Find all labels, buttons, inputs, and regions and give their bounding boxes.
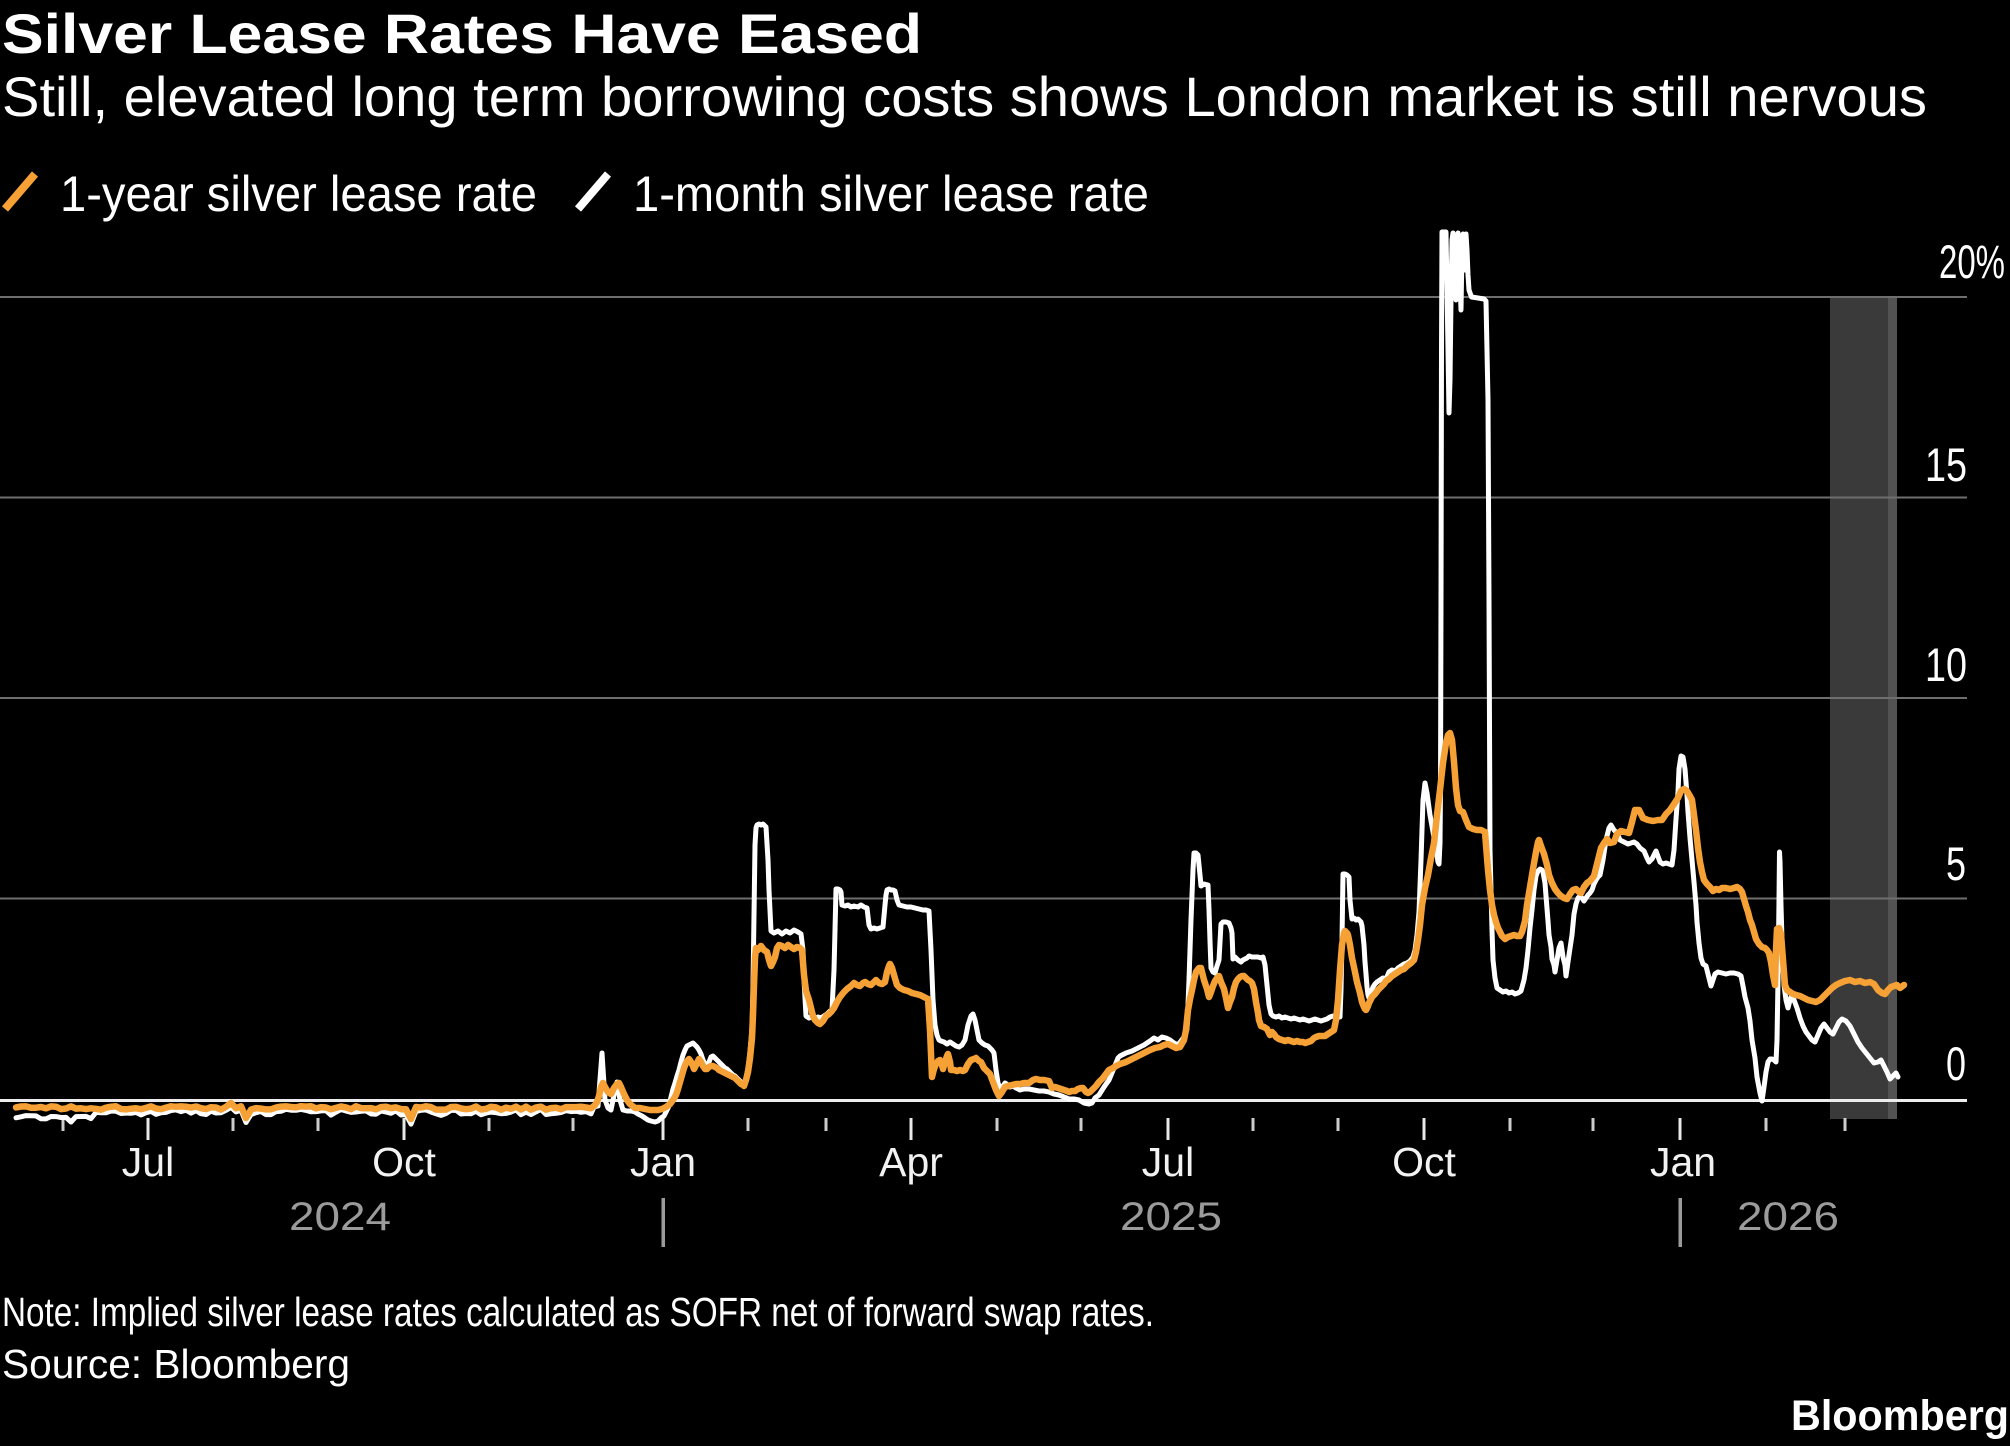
- svg-text:Still, elevated long term borr: Still, elevated long term borrowing cost…: [2, 65, 1927, 128]
- svg-text:Jul: Jul: [122, 1139, 174, 1185]
- svg-text:0: 0: [1946, 1037, 1966, 1090]
- svg-text:1-year silver lease rate: 1-year silver lease rate: [60, 166, 537, 222]
- svg-text:2024: 2024: [289, 1195, 391, 1239]
- svg-text:Source: Bloomberg: Source: Bloomberg: [2, 1341, 350, 1387]
- svg-text:15: 15: [1925, 438, 1967, 491]
- svg-text:5: 5: [1946, 837, 1966, 890]
- svg-text:Jul: Jul: [1142, 1139, 1194, 1185]
- svg-text:Jan: Jan: [1650, 1139, 1716, 1185]
- svg-text:Note: Implied silver lease rat: Note: Implied silver lease rates calcula…: [2, 1289, 1154, 1335]
- svg-text:20%: 20%: [1939, 235, 2005, 288]
- svg-text:2026: 2026: [1737, 1195, 1839, 1239]
- svg-text:1-month silver lease rate: 1-month silver lease rate: [633, 166, 1149, 222]
- svg-text:Bloomberg: Bloomberg: [1791, 1392, 2009, 1440]
- svg-text:Jan: Jan: [630, 1139, 696, 1185]
- svg-text:Oct: Oct: [372, 1139, 436, 1185]
- svg-text:10: 10: [1925, 638, 1967, 691]
- svg-text:Oct: Oct: [1392, 1139, 1456, 1185]
- svg-text:2025: 2025: [1120, 1195, 1222, 1239]
- svg-text:Apr: Apr: [879, 1139, 943, 1185]
- svg-text:Silver Lease Rates Have Eased: Silver Lease Rates Have Eased: [2, 2, 922, 65]
